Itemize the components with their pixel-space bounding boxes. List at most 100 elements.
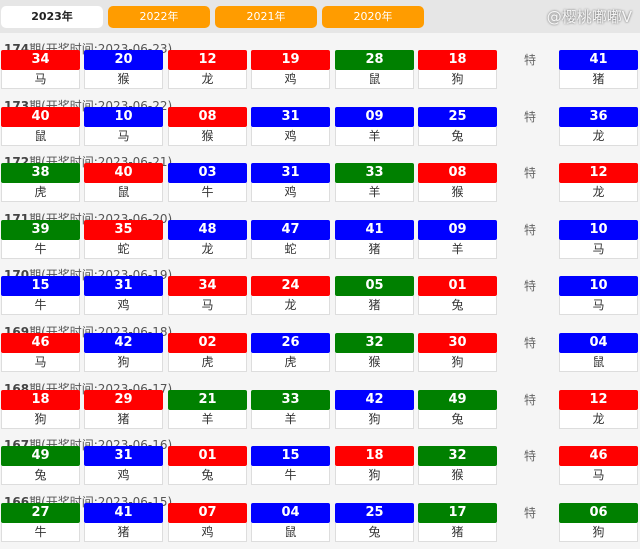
ball-number: 33 [335,163,414,184]
ball-number: 07 [168,502,247,523]
ball-cell: 17 猪 [418,502,497,542]
zodiac-label: 猴 [418,183,497,203]
ball-number: 38 [1,163,80,184]
ball-cell: 09 羊 [418,219,497,259]
ball-cell: 34 马 [1,50,80,89]
ball-number: 25 [418,106,497,127]
special-ball-cell: 10 马 [559,276,638,316]
zodiac-label: 龙 [251,296,330,316]
ball-number: 10 [559,219,638,240]
ball-cell: 03 牛 [168,163,247,203]
zodiac-label: 虎 [1,183,80,203]
zodiac-label: 鸡 [84,296,163,316]
special-ball-cell: 04 鼠 [559,333,638,372]
ball-number: 41 [335,219,414,240]
zodiac-label: 鸡 [251,126,330,146]
zodiac-label: 兔 [1,466,80,486]
ball-cell: 49 兔 [1,446,80,486]
draw-row: 166期(开奖时间:2023-06-15) 27 牛 41 猪 07 鸡 04 鼠 25 兔 17 猪特… [0,488,640,545]
ball-number: 05 [335,276,414,297]
ball-number: 21 [168,389,247,410]
zodiac-label: 马 [559,239,638,259]
zodiac-label: 蛇 [251,239,330,259]
ball-cell: 19 鸡 [251,50,330,89]
zodiac-label: 马 [559,466,638,486]
ball-cell: 31 鸡 [251,163,330,203]
special-label: 特 [523,222,536,237]
zodiac-label: 兔 [418,409,497,429]
ball-cell: 32 猴 [418,446,497,486]
ball-number: 04 [251,502,330,523]
zodiac-label: 狗 [335,409,414,429]
ball-number: 46 [559,446,638,467]
zodiac-label: 狗 [1,409,80,429]
ball-number: 15 [1,276,80,297]
special-ball-cell: 10 马 [559,219,638,259]
draw-row: 170期(开奖时间:2023-06-19) 15 牛 31 鸡 34 马 24 龙 05 猪 01 兔特… [0,261,640,318]
ball-cell: 15 牛 [1,276,80,316]
zodiac-label: 狗 [418,70,497,89]
draw-row: 174期(开奖时间:2023-06-23) 34 马 20 猴 12 龙 19 鸡 28 鼠 18 狗特… [0,35,640,92]
ball-number: 09 [335,106,414,127]
ball-cell: 08 猴 [418,163,497,203]
ball-number: 34 [168,276,247,297]
ball-number: 41 [559,50,638,70]
ball-cell: 33 羊 [251,389,330,429]
zodiac-label: 羊 [168,409,247,429]
ball-number: 10 [84,106,163,127]
zodiac-label: 猪 [418,522,497,542]
ball-number: 46 [1,333,80,353]
tab-year-2022[interactable]: 2022年 [108,6,210,28]
special-label: 特 [523,109,536,124]
ball-number: 48 [168,219,247,240]
zodiac-label: 牛 [1,522,80,542]
special-label: 特 [523,505,536,520]
zodiac-label: 牛 [1,296,80,316]
ball-number: 31 [251,163,330,184]
ball-number: 40 [1,106,80,127]
zodiac-label: 虎 [251,353,330,372]
ball-number: 10 [559,276,638,297]
ball-cell: 31 鸡 [251,106,330,146]
zodiac-label: 虎 [168,353,247,372]
special-label: 特 [523,449,536,464]
zodiac-label: 羊 [335,126,414,146]
draw-row: 167期(开奖时间:2023-06-16) 49 兔 31 鸡 01 兔 15 牛 18 狗 32 猴特… [0,431,640,488]
ball-cell: 18 狗 [1,389,80,429]
zodiac-label: 鼠 [335,70,414,89]
ball-cell: 12 龙 [168,50,247,89]
ball-number: 31 [84,446,163,467]
ball-cell: 40 鼠 [84,163,163,203]
tab-year-2020[interactable]: 2020年 [322,6,424,28]
ball-number: 03 [168,163,247,184]
zodiac-label: 兔 [335,522,414,542]
ball-cell: 24 龙 [251,276,330,316]
ball-cell: 25 兔 [418,106,497,146]
zodiac-label: 马 [1,70,80,89]
ball-number: 12 [168,50,247,70]
ball-number: 40 [84,163,163,184]
zodiac-label: 兔 [418,126,497,146]
zodiac-label: 龙 [168,70,247,89]
ball-number: 31 [84,276,163,297]
ball-cell: 02 虎 [168,333,247,372]
zodiac-label: 猴 [84,70,163,89]
ball-number: 49 [1,446,80,467]
ball-cell: 26 虎 [251,333,330,372]
zodiac-label: 狗 [559,522,638,542]
tab-year-2021[interactable]: 2021年 [215,6,317,28]
special-ball-cell: 06 狗 [559,502,638,542]
zodiac-label: 鸡 [168,522,247,542]
special-ball-cell: 12 龙 [559,163,638,203]
zodiac-label: 马 [84,126,163,146]
zodiac-label: 狗 [335,466,414,486]
tab-year-2023[interactable]: 2023年 [1,6,103,28]
zodiac-label: 牛 [251,466,330,486]
ball-number: 41 [84,502,163,523]
zodiac-label: 猪 [559,70,638,89]
ball-cell: 28 鼠 [335,50,414,89]
zodiac-label: 羊 [418,239,497,259]
ball-cell: 48 龙 [168,219,247,259]
ball-cell: 05 猪 [335,276,414,316]
special-ball-cell: 41 猪 [559,50,638,89]
